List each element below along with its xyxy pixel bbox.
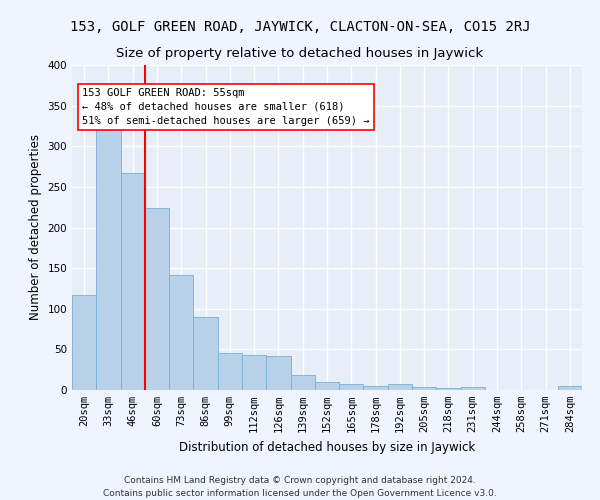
Bar — [315, 382, 339, 390]
Bar — [72, 295, 96, 390]
Bar — [412, 387, 436, 390]
Bar — [218, 352, 242, 390]
Text: Size of property relative to detached houses in Jaywick: Size of property relative to detached ho… — [116, 48, 484, 60]
Y-axis label: Number of detached properties: Number of detached properties — [29, 134, 42, 320]
Bar — [96, 120, 121, 390]
Bar — [364, 386, 388, 390]
Bar — [121, 173, 145, 390]
Bar — [339, 384, 364, 390]
X-axis label: Distribution of detached houses by size in Jaywick: Distribution of detached houses by size … — [179, 440, 475, 454]
Bar — [436, 388, 461, 390]
Bar — [290, 376, 315, 390]
Bar — [242, 355, 266, 390]
Bar — [193, 317, 218, 390]
Bar — [388, 384, 412, 390]
Text: 153, GOLF GREEN ROAD, JAYWICK, CLACTON-ON-SEA, CO15 2RJ: 153, GOLF GREEN ROAD, JAYWICK, CLACTON-O… — [70, 20, 530, 34]
Bar — [169, 274, 193, 390]
Bar — [145, 208, 169, 390]
Text: Contains HM Land Registry data © Crown copyright and database right 2024.
Contai: Contains HM Land Registry data © Crown c… — [103, 476, 497, 498]
Bar — [266, 356, 290, 390]
Text: 153 GOLF GREEN ROAD: 55sqm
← 48% of detached houses are smaller (618)
51% of sem: 153 GOLF GREEN ROAD: 55sqm ← 48% of deta… — [82, 88, 370, 126]
Bar — [461, 387, 485, 390]
Bar — [558, 386, 582, 390]
